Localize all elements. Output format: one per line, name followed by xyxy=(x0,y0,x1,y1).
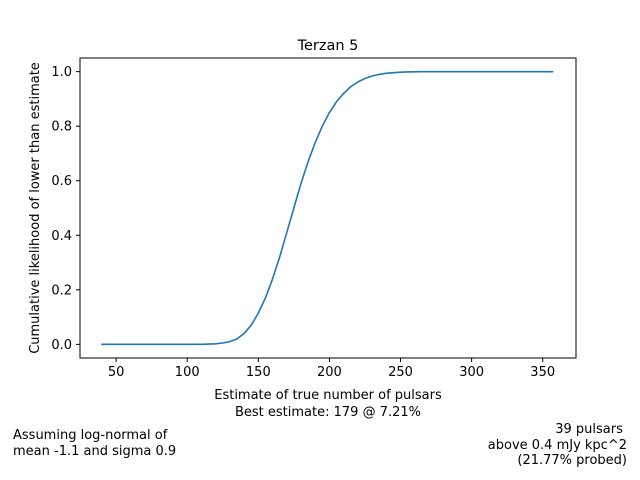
x-tick-label: 150 xyxy=(246,365,271,380)
x-tick-label: 300 xyxy=(459,365,484,380)
x-tick-label: 100 xyxy=(175,365,200,380)
x-tick-label: 50 xyxy=(108,365,125,380)
y-tick-label: 0.6 xyxy=(51,174,72,189)
x-tick-label: 350 xyxy=(530,365,555,380)
y-tick-label: 0.4 xyxy=(51,229,72,244)
x-tick-label: 200 xyxy=(317,365,342,380)
y-tick-label: 0.8 xyxy=(51,120,72,135)
cdf-line xyxy=(101,70,554,346)
y-tick-label: 0.2 xyxy=(51,283,72,298)
x-axis-sublabel: Best estimate: 179 @ 7.21% xyxy=(235,405,421,420)
pulsar-count-note: 39 pulsars above 0.4 mJy kpc^2 (21.77% p… xyxy=(487,422,627,468)
x-axis-label: Estimate of true number of pulsars xyxy=(214,388,442,403)
axes-frame xyxy=(79,57,577,359)
plot-area: 50 100 150 200 250 300 350 0.0 0.2 0.4 0.6 0.8 1.0 xyxy=(51,65,555,380)
y-tick-label: 0.0 xyxy=(51,338,72,353)
chart-title: Terzan 5 xyxy=(297,38,359,54)
y-tick-label: 1.0 xyxy=(51,65,72,80)
y-axis-label: Cumulative likelihood of lower than esti… xyxy=(28,62,43,354)
model-assumption-note: Assuming log-normal of mean -1.1 and sig… xyxy=(13,428,177,459)
x-tick-label: 250 xyxy=(388,365,413,380)
